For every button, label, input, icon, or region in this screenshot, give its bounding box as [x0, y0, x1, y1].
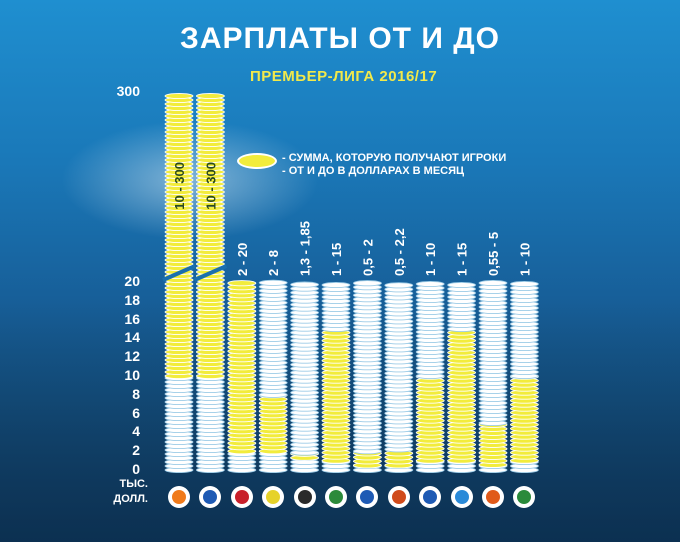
club-logo-icon	[168, 486, 190, 508]
bar-label-8: 1 - 10	[423, 243, 438, 276]
bar-label-7: 0,5 - 2,2	[392, 228, 407, 276]
bar-label-11: 1 - 10	[517, 243, 532, 276]
y-tick: 18	[124, 291, 140, 308]
club-logo-icon	[262, 486, 285, 508]
club-logo-icon	[482, 486, 504, 508]
bar-2	[227, 280, 257, 474]
y-tick: 300	[116, 83, 140, 99]
legend-text: - СУММА, КОТОРУЮ ПОЛУЧАЮТ ИГРОКИ - ОТ И …	[282, 152, 507, 177]
club-logo-icon	[325, 486, 347, 508]
y-tick: 8	[132, 385, 140, 402]
club-logo-icon	[513, 486, 536, 508]
bar-label-10: 0,55 - 5	[486, 232, 501, 276]
bar-label-4: 1,3 - 1,85	[298, 221, 313, 276]
club-logo-icon	[199, 486, 222, 508]
bar-6	[352, 280, 382, 474]
y-tick: 6	[132, 404, 140, 421]
bar-4	[290, 281, 320, 474]
bar-label-6: 0,5 - 2	[360, 239, 375, 276]
y-tick: 10	[124, 367, 140, 383]
y-tick: 0	[132, 461, 140, 477]
page-subtitle: ПРЕМЬЕР-ЛИГА 2016/17	[250, 68, 438, 85]
page-title: ЗАРПЛАТЫ ОТ И ДО	[180, 22, 500, 55]
bar-7	[384, 282, 414, 474]
bar-label-3: 2 - 8	[266, 250, 281, 276]
bar-label-5: 1 - 15	[329, 243, 344, 276]
club-logo-icon	[450, 486, 473, 508]
bar-9	[447, 281, 477, 474]
club-logo-icon	[356, 486, 379, 508]
bar-label-0: 10 - 300	[172, 162, 187, 210]
y-axis-unit-line2: ДОЛЛ.	[113, 493, 148, 505]
club-logo-icon	[293, 486, 316, 508]
bar-5	[321, 281, 351, 474]
bar-0	[164, 92, 194, 474]
club-logo-icon	[419, 486, 442, 508]
bar-11	[509, 280, 539, 474]
y-tick: 4	[132, 423, 140, 440]
y-tick: 2	[132, 442, 140, 459]
axis-break-0	[162, 264, 196, 282]
axis-break-1	[193, 264, 228, 282]
bar-10	[478, 279, 508, 474]
bar-label-1: 10 - 300	[203, 162, 218, 210]
y-tick: 16	[124, 310, 140, 327]
y-tick: 14	[124, 329, 140, 346]
bar-label-2: 2 - 20	[235, 243, 250, 276]
club-logo-icon	[387, 486, 410, 508]
bar-1	[195, 92, 225, 474]
bar-8	[415, 280, 445, 474]
y-axis-unit-label: ТЫС. ДОЛЛ.	[98, 477, 148, 507]
bar-label-9: 1 - 15	[455, 243, 470, 276]
coin-icon	[237, 153, 277, 169]
bar-3	[258, 279, 288, 474]
y-axis-unit-line1: ТЫС.	[119, 478, 149, 490]
club-logo-icon	[230, 486, 253, 508]
y-tick: 20	[124, 273, 140, 289]
y-tick: 12	[124, 348, 140, 365]
